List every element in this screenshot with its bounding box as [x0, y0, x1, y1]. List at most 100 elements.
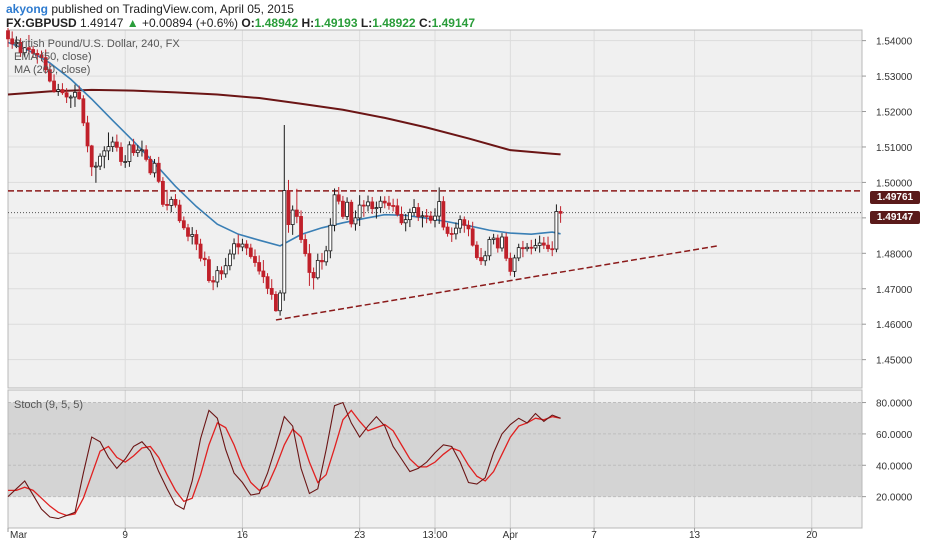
candle-bear — [399, 213, 404, 224]
candle-bear — [424, 215, 429, 218]
candle-bear — [336, 194, 341, 202]
candle-bear — [85, 122, 90, 147]
candle-bear — [445, 226, 450, 234]
candle-bull — [169, 199, 174, 206]
candle-bear — [156, 162, 161, 182]
candle-bull — [403, 219, 408, 224]
close-label: C: — [418, 16, 432, 30]
chart-legend: British Pound/U.S. Dollar, 240, FX EMA (… — [14, 38, 180, 77]
candle-bear — [269, 287, 274, 295]
candle-bull — [223, 265, 228, 275]
candle-bear — [119, 146, 123, 162]
low-label: L: — [360, 16, 373, 30]
candle-bull — [500, 236, 504, 249]
candle-bear — [428, 215, 433, 221]
candle-bear — [89, 145, 94, 168]
candle-bear — [202, 257, 207, 261]
candle-bear — [521, 247, 525, 250]
high-value: 1.49193 — [314, 16, 358, 30]
candle-bear — [52, 80, 56, 92]
time-tick-label: 7 — [591, 530, 597, 541]
time-tick-label: Apr — [503, 530, 519, 541]
close-value: 1.49147 — [431, 16, 476, 30]
candle-bull — [14, 42, 19, 45]
stoch-legend: Stoch (9, 5, 5) — [14, 399, 84, 411]
price-tick-label: 1.52000 — [876, 108, 913, 119]
candle-bear — [504, 236, 509, 259]
candle-bear — [144, 149, 149, 160]
candle-bull — [324, 250, 329, 263]
candle-bear — [177, 204, 182, 222]
candle-bear — [248, 247, 253, 257]
candle-bear — [470, 228, 475, 246]
publish-line: akyong published on TradingView.com, Apr… — [6, 2, 294, 16]
resistance-price-tag: 1.49761 — [870, 191, 920, 204]
candle-bull — [491, 237, 496, 240]
time-tick-label: Mar — [10, 530, 28, 541]
candle-bear — [211, 280, 216, 283]
candle-bull — [537, 242, 542, 246]
time-tick-label: 13 — [689, 530, 701, 541]
candle-bull — [98, 155, 102, 167]
support-trendline — [275, 244, 720, 321]
candle-bear — [165, 203, 169, 206]
candle-bear — [320, 259, 324, 263]
candle-bear — [286, 190, 291, 225]
candle-bear — [546, 244, 550, 250]
candle-bear — [18, 42, 23, 54]
candle-bear — [529, 246, 534, 249]
candle-bull — [152, 162, 157, 174]
ma-200-line — [7, 88, 561, 156]
candle-bull — [227, 253, 232, 267]
stoch-tick-label: 20.0000 — [876, 493, 913, 504]
candle-bull — [433, 215, 437, 221]
candle-bear — [341, 200, 345, 217]
candle-bear — [186, 227, 190, 237]
candle-bull — [110, 141, 115, 148]
candle-bull — [290, 209, 295, 225]
candle-bear — [449, 233, 454, 235]
candle-bull — [554, 211, 559, 250]
candle-bear — [6, 30, 10, 40]
candle-bull — [127, 144, 132, 162]
candle-bull — [378, 200, 383, 208]
candle-bull — [353, 217, 358, 225]
candle-bull — [215, 270, 220, 283]
candle-bear — [257, 262, 262, 272]
candle-bull — [366, 201, 370, 207]
chart-header: akyong published on TradingView.com, Apr… — [0, 0, 932, 30]
last-price: 1.49147 — [80, 16, 124, 30]
candle-bull — [357, 204, 362, 219]
time-tick-label: 23 — [354, 530, 366, 541]
candle-bull — [240, 243, 245, 248]
legend-title: British Pound/U.S. Dollar, 240, FX — [14, 38, 180, 50]
candle-bear — [495, 237, 500, 249]
candle-bear — [307, 253, 312, 273]
candle-bear — [253, 256, 257, 263]
candle-bull — [22, 47, 27, 54]
candle-bear — [474, 244, 479, 258]
time-tick-label: 16 — [237, 530, 249, 541]
candle-bull — [232, 243, 236, 255]
price-tick-label: 1.48000 — [876, 249, 913, 260]
candle-bull — [328, 224, 333, 252]
candle-bull — [345, 201, 349, 217]
published-text: published on TradingView.com, April 05, … — [51, 2, 294, 16]
symbol: FX:GBPUSD — [6, 16, 77, 30]
candle-bear — [508, 257, 513, 272]
candle-bear — [207, 259, 211, 282]
price-tick-label: 1.45000 — [876, 356, 913, 367]
candle-bear — [81, 98, 86, 124]
candle-bear — [77, 91, 82, 100]
candle-bull — [412, 207, 416, 213]
low-value: 1.48922 — [372, 16, 416, 30]
price-tick-label: 1.50000 — [876, 178, 913, 189]
stoch-tick-label: 40.0000 — [876, 461, 913, 472]
legend-ma: MA (200, close) — [14, 64, 91, 76]
candle-bull — [437, 201, 442, 217]
candle-bear — [303, 239, 308, 255]
candle-bull — [68, 96, 73, 99]
author-link[interactable]: akyong — [6, 2, 49, 16]
candle-bear — [462, 219, 467, 226]
